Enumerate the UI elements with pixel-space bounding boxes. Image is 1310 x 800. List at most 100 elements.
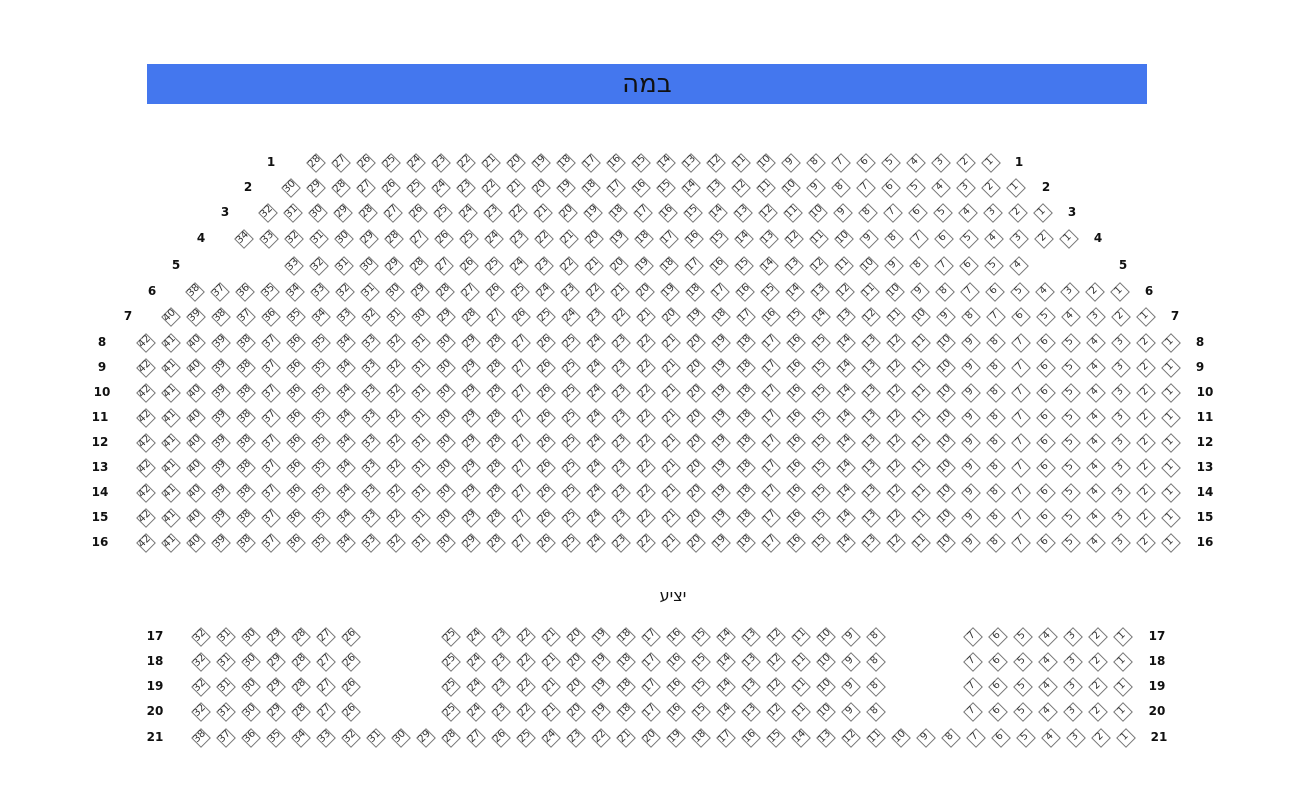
seat[interactable]: 2 <box>1084 281 1104 301</box>
seat[interactable]: 41 <box>160 532 180 552</box>
seat[interactable]: 19 <box>710 507 730 527</box>
seat[interactable]: 27 <box>485 306 505 326</box>
seat[interactable]: 11 <box>782 202 802 222</box>
seat[interactable]: 29 <box>415 727 435 747</box>
seat[interactable]: 19 <box>633 255 653 275</box>
seat[interactable]: 23 <box>610 357 630 377</box>
seat[interactable]: 32 <box>360 306 380 326</box>
seat[interactable]: 38 <box>235 382 255 402</box>
seat[interactable]: 22 <box>590 727 610 747</box>
seat[interactable]: 22 <box>533 228 553 248</box>
seat[interactable]: 41 <box>160 457 180 477</box>
seat[interactable]: 4 <box>1085 332 1105 352</box>
seat[interactable]: 9 <box>960 457 980 477</box>
seat[interactable]: 24 <box>585 482 605 502</box>
seat[interactable]: 12 <box>885 507 905 527</box>
seat[interactable]: 2 <box>1110 306 1130 326</box>
seat[interactable]: 10 <box>890 727 910 747</box>
seat[interactable]: 31 <box>410 507 430 527</box>
seat[interactable]: 12 <box>885 432 905 452</box>
seat[interactable]: 6 <box>1035 507 1055 527</box>
seat[interactable]: 39 <box>210 457 230 477</box>
seat[interactable]: 37 <box>215 727 235 747</box>
seat[interactable]: 8 <box>985 382 1005 402</box>
seat[interactable]: 9 <box>960 532 980 552</box>
seat[interactable]: 6 <box>880 177 900 197</box>
seat[interactable]: 30 <box>358 255 378 275</box>
seat[interactable]: 32 <box>340 727 360 747</box>
seat[interactable]: 11 <box>859 281 879 301</box>
seat[interactable]: 17 <box>640 676 660 696</box>
seat[interactable]: 22 <box>610 306 630 326</box>
seat[interactable]: 23 <box>610 532 630 552</box>
seat[interactable]: 40 <box>185 407 205 427</box>
seat[interactable]: 37 <box>260 382 280 402</box>
seat[interactable]: 3 <box>1062 626 1082 646</box>
seat[interactable]: 36 <box>285 382 305 402</box>
seat[interactable]: 15 <box>810 332 830 352</box>
seat[interactable]: 6 <box>987 701 1007 721</box>
seat[interactable]: 24 <box>465 626 485 646</box>
seat[interactable]: 22 <box>635 357 655 377</box>
seat[interactable]: 25 <box>440 651 460 671</box>
seat[interactable]: 19 <box>710 532 730 552</box>
seat[interactable]: 25 <box>560 482 580 502</box>
seat[interactable]: 30 <box>435 532 455 552</box>
seat[interactable]: 31 <box>359 281 379 301</box>
seat[interactable]: 9 <box>858 228 878 248</box>
seat[interactable]: 5 <box>958 228 978 248</box>
seat[interactable]: 21 <box>540 651 560 671</box>
seat[interactable]: 28 <box>485 432 505 452</box>
seat[interactable]: 36 <box>285 457 305 477</box>
seat[interactable]: 4 <box>1037 701 1057 721</box>
seat[interactable]: 23 <box>508 228 528 248</box>
seat[interactable]: 24 <box>585 332 605 352</box>
seat[interactable]: 24 <box>483 228 503 248</box>
seat[interactable]: 31 <box>410 482 430 502</box>
seat[interactable]: 12 <box>840 727 860 747</box>
seat[interactable]: 22 <box>635 382 655 402</box>
seat[interactable]: 27 <box>315 676 335 696</box>
seat[interactable]: 22 <box>515 701 535 721</box>
seat[interactable]: 9 <box>840 701 860 721</box>
seat[interactable]: 19 <box>590 676 610 696</box>
seat[interactable]: 33 <box>360 357 380 377</box>
seat[interactable]: 11 <box>910 357 930 377</box>
seat[interactable]: 18 <box>658 255 678 275</box>
seat[interactable]: 41 <box>160 357 180 377</box>
seat[interactable]: 8 <box>940 727 960 747</box>
seat[interactable]: 12 <box>808 255 828 275</box>
seat[interactable]: 16 <box>605 152 625 172</box>
seat[interactable]: 32 <box>385 432 405 452</box>
seat[interactable]: 12 <box>885 532 905 552</box>
seat[interactable]: 12 <box>885 482 905 502</box>
seat[interactable]: 12 <box>885 357 905 377</box>
seat[interactable]: 17 <box>580 152 600 172</box>
seat[interactable]: 8 <box>985 457 1005 477</box>
seat[interactable]: 23 <box>455 177 475 197</box>
seat[interactable]: 7 <box>1010 507 1030 527</box>
seat[interactable]: 16 <box>665 651 685 671</box>
seat[interactable]: 16 <box>785 407 805 427</box>
seat[interactable]: 42 <box>135 482 155 502</box>
seat[interactable]: 5 <box>1060 532 1080 552</box>
seat[interactable]: 41 <box>160 507 180 527</box>
seat[interactable]: 19 <box>555 177 575 197</box>
seat[interactable]: 16 <box>630 177 650 197</box>
seat[interactable]: 22 <box>635 432 655 452</box>
seat[interactable]: 3 <box>1110 332 1130 352</box>
seat[interactable]: 20 <box>557 202 577 222</box>
seat[interactable]: 2 <box>980 177 1000 197</box>
seat[interactable]: 28 <box>434 281 454 301</box>
seat[interactable]: 27 <box>510 357 530 377</box>
seat[interactable]: 7 <box>1010 532 1030 552</box>
seat[interactable]: 30 <box>435 507 455 527</box>
seat[interactable]: 5 <box>1012 701 1032 721</box>
seat[interactable]: 34 <box>335 357 355 377</box>
seat[interactable]: 6 <box>1035 357 1055 377</box>
seat[interactable]: 41 <box>160 407 180 427</box>
seat[interactable]: 25 <box>440 676 460 696</box>
seat[interactable]: 7 <box>933 255 953 275</box>
seat[interactable]: 25 <box>560 432 580 452</box>
seat[interactable]: 7 <box>1010 332 1030 352</box>
